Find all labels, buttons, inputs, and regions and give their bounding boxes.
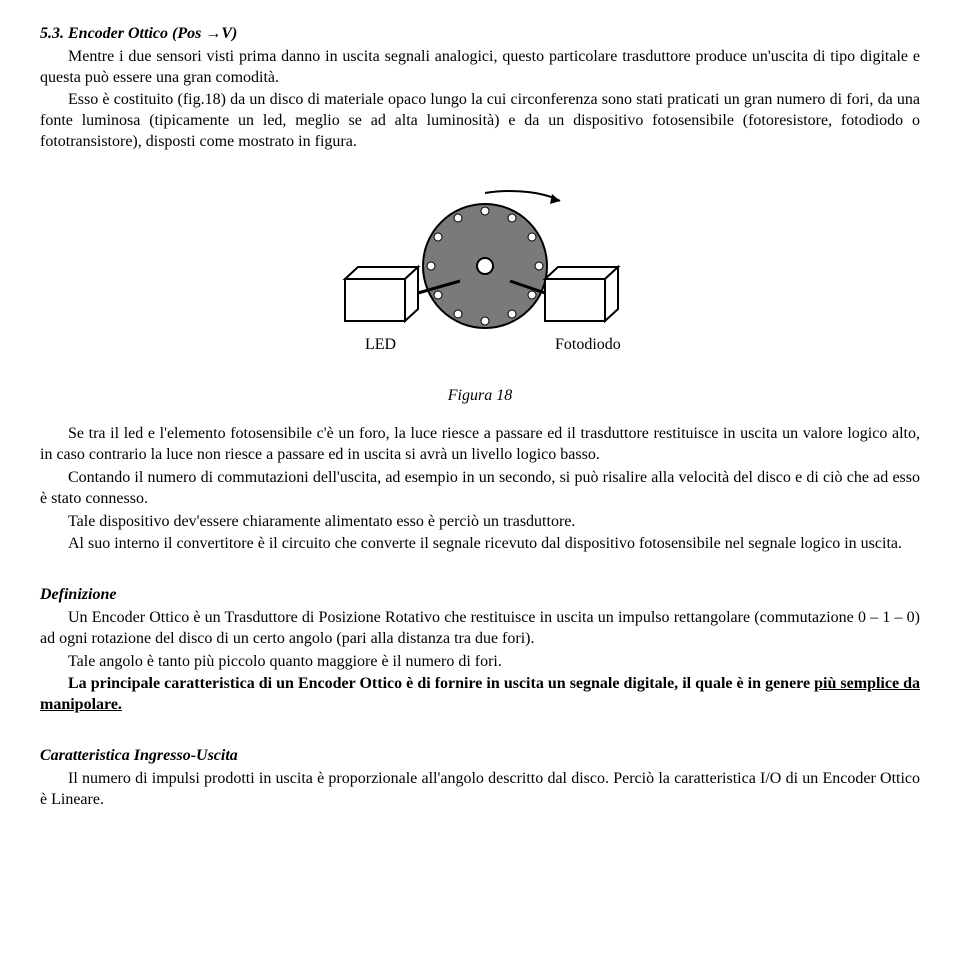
paragraph-intro-2: Esso è costituito (fig.18) da un disco d… — [40, 90, 920, 152]
figure-18: LED Fotodiodo — [40, 171, 920, 378]
paragraph-4: Contando il numero di commutazioni dell'… — [40, 468, 920, 510]
encoder-diagram-svg: LED Fotodiodo — [310, 171, 650, 371]
rotation-arc — [485, 191, 560, 201]
paragraph-intro-1: Mentre i due sensori visti prima danno i… — [40, 47, 920, 89]
rotation-arrowhead — [550, 194, 560, 204]
section-heading: 5.3. Encoder Ottico (Pos →V) — [40, 24, 920, 45]
paragraph-6: Al suo interno il convertitore è il circ… — [40, 534, 920, 555]
label-fotodiodo: Fotodiodo — [555, 336, 621, 353]
led-box — [345, 267, 418, 321]
arrow-icon: → — [205, 25, 221, 42]
figure-caption: Figura 18 — [40, 386, 920, 407]
fotodiodo-box — [545, 267, 618, 321]
p9-part1: La principale caratteristica di un Encod… — [68, 675, 814, 692]
paragraph-8: Tale angolo è tanto più piccolo quanto m… — [40, 652, 920, 673]
heading-suffix: V) — [221, 25, 237, 42]
heading-prefix: 5.3. Encoder Ottico (Pos — [40, 25, 205, 42]
disc-hub — [477, 258, 493, 274]
paragraph-9-bold: La principale caratteristica di un Encod… — [40, 674, 920, 716]
label-led: LED — [365, 336, 396, 353]
paragraph-5: Tale dispositivo dev'essere chiaramente … — [40, 512, 920, 533]
paragraph-7: Un Encoder Ottico è un Trasduttore di Po… — [40, 608, 920, 650]
paragraph-3: Se tra il led e l'elemento fotosensibile… — [40, 424, 920, 466]
characteristic-heading: Caratteristica Ingresso-Uscita — [40, 746, 920, 767]
paragraph-10: Il numero di impulsi prodotti in uscita … — [40, 769, 920, 811]
definition-heading: Definizione — [40, 585, 920, 606]
